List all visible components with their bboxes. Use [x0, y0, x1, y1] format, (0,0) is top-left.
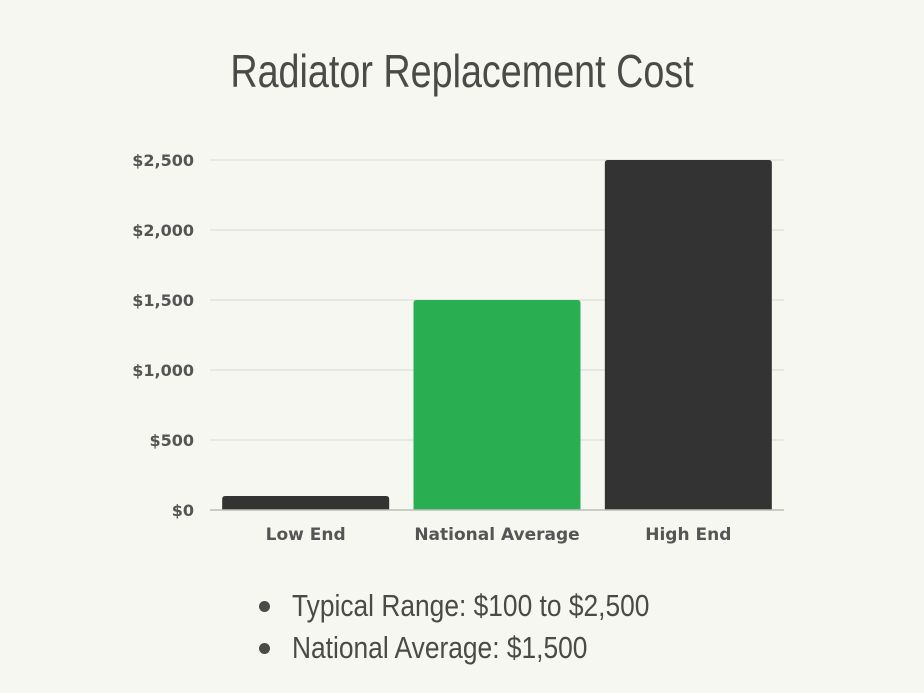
y-tick-label: $500	[149, 431, 194, 450]
x-tick-label: High End	[645, 525, 731, 545]
x-tick-label: National Average	[414, 525, 579, 545]
bar-low-end	[222, 496, 390, 510]
note-typical-range: Typical Range: $100 to $2,500	[292, 588, 650, 623]
chart-title: Radiator Replacement Cost	[230, 45, 694, 97]
y-tick-label: $2,500	[132, 151, 194, 170]
bar-national-average	[413, 300, 581, 510]
y-tick-label: $1,500	[132, 291, 194, 310]
bullet-icon	[259, 600, 270, 612]
note-item: Typical Range: $100 to $2,500	[255, 585, 713, 627]
notes-list: Typical Range: $100 to $2,500 National A…	[255, 585, 713, 669]
note-national-average: National Average: $1,500	[292, 630, 588, 665]
bar-high-end	[604, 160, 772, 510]
bullet-icon	[259, 642, 270, 654]
y-tick-label: $0	[172, 501, 194, 520]
note-item: National Average: $1,500	[255, 627, 713, 669]
x-tick-label: Low End	[266, 525, 346, 545]
y-tick-label: $1,000	[132, 361, 194, 380]
bar-chart: $0 $500 $1,000 $1,500 $2,000 $2,500 Low End Nat…	[132, 151, 784, 545]
y-tick-label: $2,000	[132, 221, 194, 240]
